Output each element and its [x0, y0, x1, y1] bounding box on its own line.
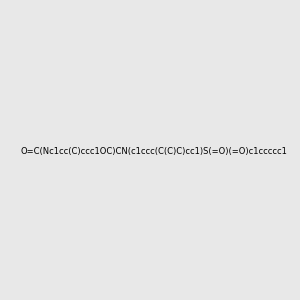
Text: O=C(Nc1cc(C)ccc1OC)CN(c1ccc(C(C)C)cc1)S(=O)(=O)c1ccccc1: O=C(Nc1cc(C)ccc1OC)CN(c1ccc(C(C)C)cc1)S(… [20, 147, 287, 156]
